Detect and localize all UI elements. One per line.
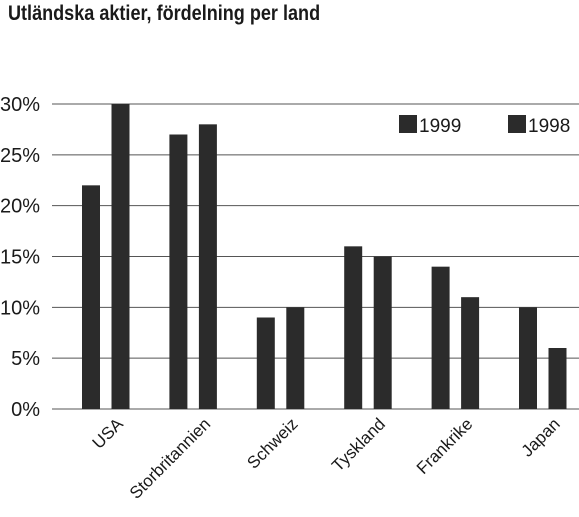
legend-label-1999: 1999 bbox=[419, 116, 461, 137]
bar-1998-schweiz bbox=[286, 307, 305, 409]
y-tick-label: 10% bbox=[0, 297, 40, 319]
bar-1999-schweiz bbox=[256, 317, 275, 409]
bar-1998-storbritannien bbox=[198, 124, 217, 409]
bar-1999-tyskland bbox=[344, 246, 363, 409]
x-tick-label: USA bbox=[89, 414, 128, 453]
x-axis-ticks: USA Storbritannien Schweiz Tyskland Frankrik… bbox=[89, 414, 564, 503]
y-tick-label: 25% bbox=[0, 145, 40, 167]
y-tick-label: 30% bbox=[0, 94, 40, 116]
bar-1999-storbritannien bbox=[169, 134, 188, 409]
gridlines bbox=[52, 103, 579, 410]
bar-1998-usa bbox=[111, 104, 130, 409]
bar-1999-frankrike bbox=[431, 266, 450, 409]
bar-1998-tyskland bbox=[373, 256, 392, 409]
bars bbox=[82, 104, 567, 409]
bar-1999-japan bbox=[519, 307, 537, 409]
bar-1999-usa bbox=[82, 185, 100, 409]
y-axis-ticks: 0% 5% 10% 15% 20% 25% 30% bbox=[0, 94, 40, 421]
y-tick-label: 5% bbox=[11, 348, 40, 370]
x-tick-label: Japan bbox=[518, 414, 564, 460]
x-tick-label: Schweiz bbox=[243, 414, 301, 472]
y-tick-label: 15% bbox=[0, 247, 40, 269]
legend-swatch-1998 bbox=[508, 115, 526, 133]
legend-swatch-1999 bbox=[399, 115, 417, 133]
x-tick-label: Frankrike bbox=[413, 414, 477, 478]
y-tick-label: 20% bbox=[0, 196, 40, 218]
x-tick-label: Tyskland bbox=[328, 414, 389, 475]
bar-1998-japan bbox=[548, 348, 567, 409]
legend-label-1998: 1998 bbox=[528, 116, 570, 137]
bar-1998-frankrike bbox=[461, 297, 480, 409]
chart-title: Utländska aktier, fördelning per land bbox=[8, 2, 321, 25]
legend: 1999 1998 bbox=[399, 115, 570, 137]
y-tick-label: 0% bbox=[11, 399, 40, 421]
x-tick-label: Storbritannien bbox=[126, 414, 214, 502]
